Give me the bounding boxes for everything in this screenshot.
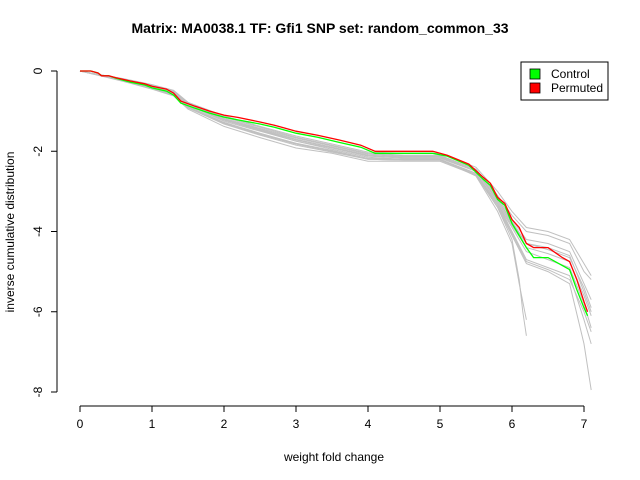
legend-label-control: Control bbox=[551, 67, 590, 81]
background-line-0 bbox=[79, 70, 527, 336]
chart-title: Matrix: MA0038.1 TF: Gfi1 SNP set: rando… bbox=[131, 20, 509, 36]
background-line-9 bbox=[79, 70, 592, 300]
x-tick-label-2: 2 bbox=[221, 417, 228, 431]
x-tick-label-3: 3 bbox=[293, 417, 300, 431]
background-line-6 bbox=[79, 70, 592, 328]
series-line-permuted bbox=[80, 70, 589, 313]
y-tick-label-3: -6 bbox=[31, 306, 45, 317]
background-line-7 bbox=[79, 70, 592, 316]
legend-swatch-control bbox=[529, 68, 541, 80]
legend-swatch-permuted bbox=[529, 82, 541, 94]
background-permutation-lines bbox=[79, 70, 592, 391]
background-line-1 bbox=[79, 70, 592, 280]
background-line-10 bbox=[79, 70, 527, 320]
y-tick-label-1: -2 bbox=[31, 146, 45, 157]
x-axis-label: weight fold change bbox=[283, 450, 385, 464]
background-line-3 bbox=[79, 70, 592, 312]
legend-box bbox=[520, 61, 609, 101]
y-tick-label-2: -4 bbox=[31, 226, 45, 237]
x-tick-label-7: 7 bbox=[581, 417, 588, 431]
x-tick-label-6: 6 bbox=[509, 417, 516, 431]
y-axis-label: inverse cumulative distribution bbox=[3, 151, 17, 313]
legend-label-permuted: Permuted bbox=[551, 81, 603, 95]
background-line-5 bbox=[79, 70, 592, 276]
background-line-11 bbox=[79, 70, 592, 308]
axes: 0 1 2 3 4 5 6 7 0 -2 -4 -6 -8 bbox=[31, 67, 587, 431]
x-tick-label-4: 4 bbox=[365, 417, 372, 431]
series-line-control bbox=[80, 70, 589, 317]
background-line-4 bbox=[79, 70, 592, 391]
background-line-8 bbox=[79, 70, 592, 332]
main-series-lines bbox=[80, 70, 589, 317]
background-line-2 bbox=[79, 70, 592, 345]
y-tick-label-0: 0 bbox=[31, 67, 45, 74]
x-tick-label-0: 0 bbox=[77, 417, 84, 431]
y-tick-label-4: -8 bbox=[31, 386, 45, 397]
x-tick-label-1: 1 bbox=[149, 417, 156, 431]
x-tick-label-5: 5 bbox=[437, 417, 444, 431]
